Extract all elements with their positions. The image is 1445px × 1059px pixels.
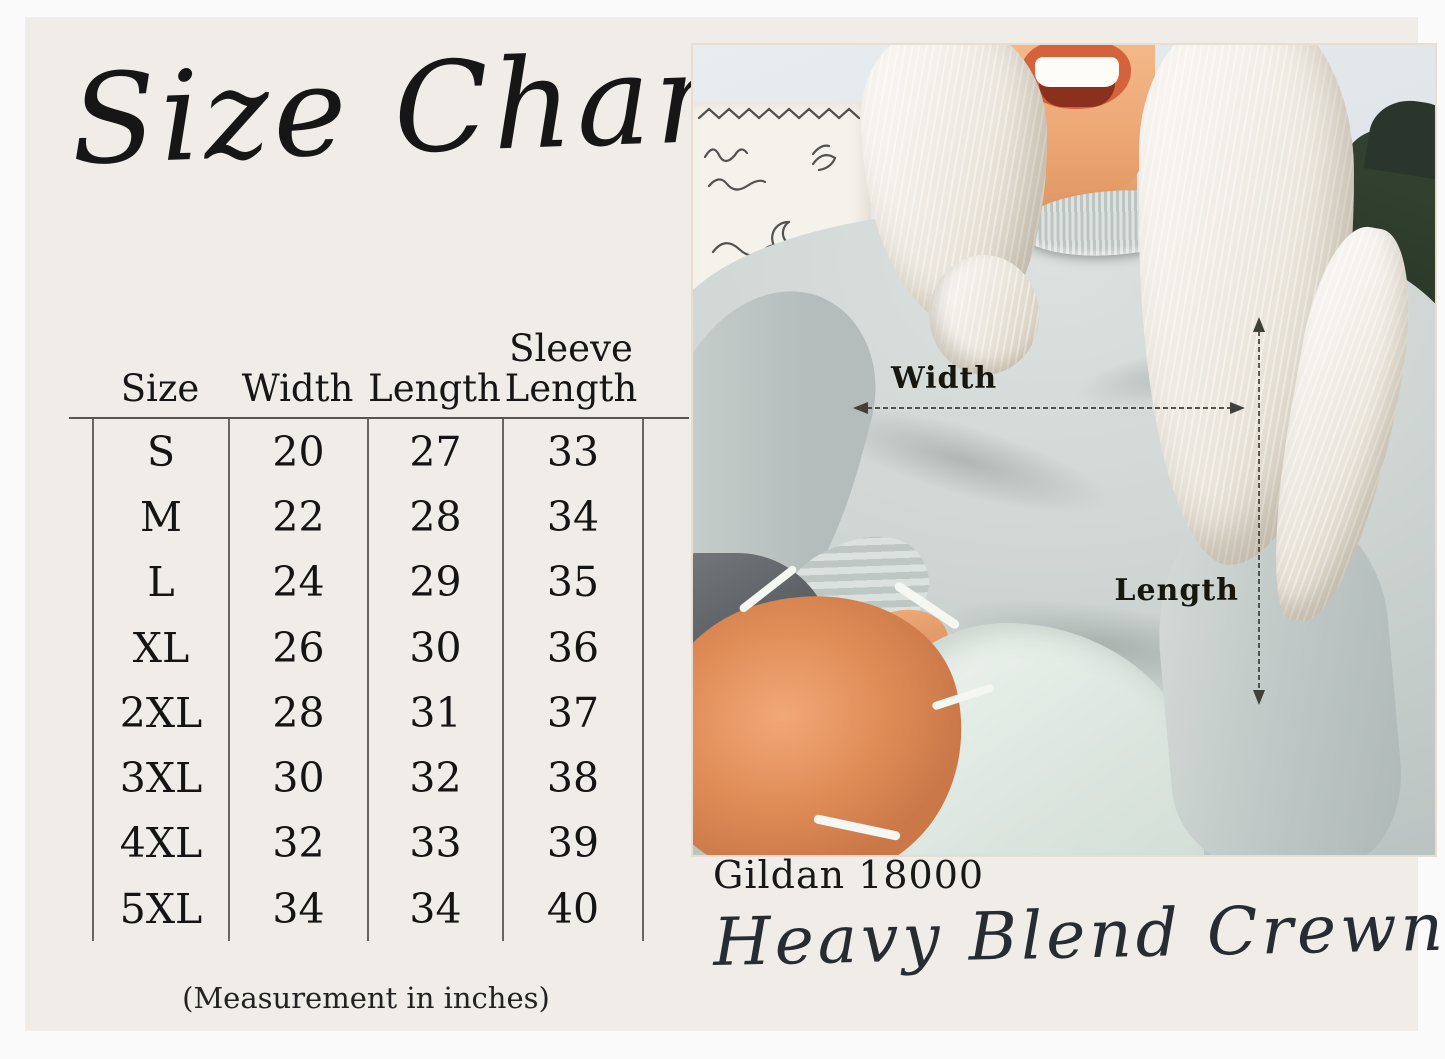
width-annotation-label: Width (891, 361, 998, 396)
model-mouth (1039, 83, 1115, 107)
cell-sleeve: 40 (546, 884, 600, 933)
inner-panel: Size Chart Size Width Length Sleeve Leng… (25, 17, 1445, 1031)
cell-size: XL (94, 614, 230, 681)
cell-length: 32 (369, 745, 504, 811)
cell-sleeve: 36 (546, 623, 600, 672)
cell-length: 31 (369, 680, 504, 746)
product-model-number: Gildan 18000 (713, 853, 985, 897)
cell-width: 32 (230, 810, 369, 877)
cell-size: 4XL (94, 810, 230, 877)
model-teeth (1035, 57, 1119, 87)
cell-length: 30 (369, 614, 504, 681)
cell-width: 34 (230, 876, 369, 942)
cell-width: 30 (230, 745, 369, 811)
cell-width: 26 (230, 614, 369, 681)
product-name: Heavy Blend Crewneck (712, 885, 1445, 982)
cell-sleeve: 39 (546, 819, 600, 868)
width-measure-arrow (849, 395, 1249, 421)
cell-width: 22 (230, 484, 369, 550)
cell-length: 27 (369, 419, 504, 485)
measurement-note: (Measurement in inches) (182, 981, 550, 1015)
cell-size: M (94, 484, 230, 550)
cell-sleeve: 38 (546, 754, 600, 803)
cell-sleeve: 35 (546, 558, 600, 607)
chair-back (1363, 94, 1435, 182)
cell-size: 2XL (94, 680, 230, 746)
cell-size: S (94, 419, 230, 485)
cell-length: 28 (369, 484, 504, 550)
page-title: Size Chart (68, 24, 774, 194)
table-top-rule (69, 417, 689, 419)
header-sleeve-length: Sleeve Length (502, 329, 640, 417)
header-sleeve-line1: Sleeve (509, 327, 633, 371)
cell-width: 28 (230, 680, 369, 746)
cell-size: L (94, 549, 230, 615)
cell-size: 3XL (94, 745, 230, 811)
header-sleeve-line2: Length (504, 367, 638, 411)
size-table: S 20 27 33 M 22 28 34 L 24 29 35 XL 26 3… (92, 419, 644, 942)
cell-sleeve: 37 (546, 688, 600, 737)
cell-width: 20 (230, 419, 369, 485)
cell-length: 34 (369, 876, 504, 942)
cell-length: 29 (369, 549, 504, 615)
header-size: Size (120, 367, 200, 411)
length-annotation-label: Length (1114, 573, 1239, 608)
header-width: Width (241, 367, 354, 411)
size-table-header: Size Width Length Sleeve Length (92, 299, 640, 417)
cell-size: 5XL (94, 876, 230, 942)
length-measure-arrow (1245, 313, 1273, 709)
cell-sleeve: 33 (546, 427, 600, 476)
cell-length: 33 (369, 810, 504, 877)
cell-sleeve: 34 (546, 492, 600, 541)
cell-width: 24 (230, 549, 369, 615)
header-length: Length (368, 367, 501, 411)
hair-left-curl (929, 255, 1039, 375)
product-photo: Width Length (691, 43, 1437, 857)
